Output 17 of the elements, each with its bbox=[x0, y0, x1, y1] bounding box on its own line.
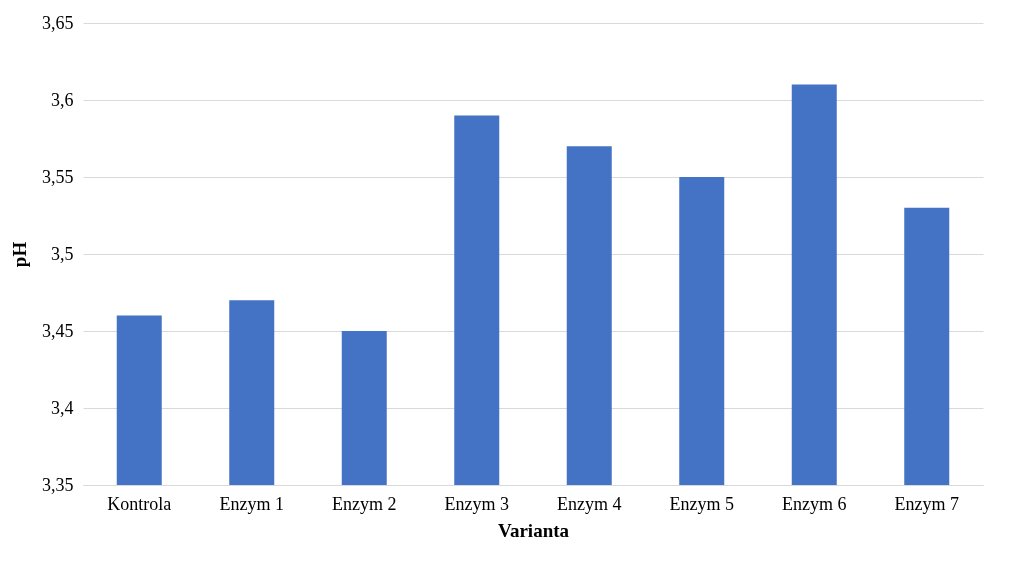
y-tick-label: 3,35 bbox=[42, 474, 74, 495]
y-tick-label: 3,65 bbox=[42, 12, 74, 33]
y-tick-label: 3,6 bbox=[51, 89, 74, 110]
x-axis-title: Varianta bbox=[497, 519, 570, 541]
x-tick-label: Enzym 7 bbox=[894, 493, 959, 514]
y-axis-title: pH bbox=[9, 241, 30, 268]
x-tick-label: Enzym 6 bbox=[782, 493, 847, 514]
x-tick-label: Enzym 4 bbox=[557, 493, 622, 514]
x-tick-label: Kontrola bbox=[107, 493, 172, 514]
x-tick-label: Enzym 5 bbox=[669, 493, 734, 514]
y-tick-label: 3,45 bbox=[42, 320, 74, 341]
x-tick-label: Enzym 1 bbox=[219, 493, 284, 514]
y-tick-label: 3,5 bbox=[51, 243, 74, 264]
x-tick-label: Enzym 3 bbox=[444, 493, 509, 514]
x-tick-label: Enzym 2 bbox=[332, 493, 397, 514]
y-tick-label: 3,55 bbox=[42, 166, 74, 187]
y-tick-label: 3,4 bbox=[51, 397, 74, 418]
